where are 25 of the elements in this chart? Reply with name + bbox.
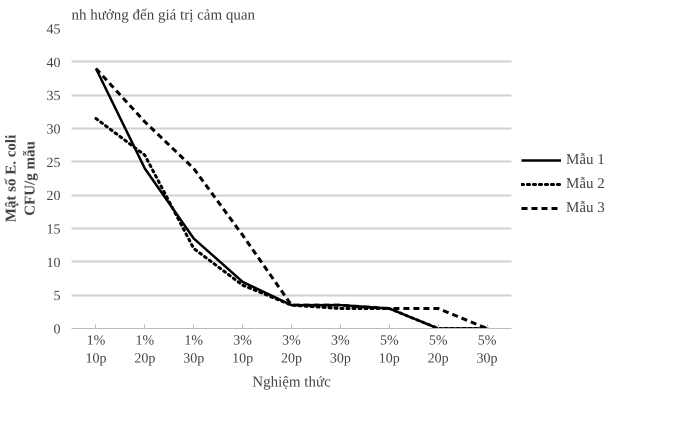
y-axis-title: Mật số E. coli CFU/g mẫu: [3, 134, 38, 222]
legend-label: Mẫu 2: [566, 176, 605, 192]
legend-label: Mẫu 1: [566, 152, 605, 168]
x-tick-label: 3% 10p: [232, 334, 254, 366]
y-tick-label: 30: [46, 122, 60, 138]
y-tick-label: 35: [46, 89, 60, 104]
legend-label: Mẫu 3: [566, 200, 605, 216]
x-tick-label: 5% 20p: [428, 334, 449, 366]
y-tick-label: 45: [46, 22, 60, 38]
x-tick-label: 1% 10p: [85, 334, 106, 366]
x-tick-label: 1% 30p: [183, 334, 204, 366]
x-tick-label: 3% 30p: [330, 334, 351, 366]
x-tick-label: 5% 10p: [378, 334, 400, 366]
y-tick-label: 20: [46, 189, 60, 204]
y-tick-label: 40: [46, 56, 60, 71]
y-tick-label: 0: [54, 322, 60, 338]
y-tick-label: 10: [46, 256, 60, 271]
y-tick-label: 5: [54, 289, 60, 304]
x-tick-label: 3% 20p: [281, 334, 302, 366]
x-axis-title: Nghiệm thức: [252, 374, 332, 390]
text: nh hưởng đến giá trị cảm quan: [72, 8, 256, 24]
y-tick-label: 15: [46, 222, 60, 238]
x-tick-label: 1% 20p: [134, 334, 156, 366]
x-tick-label: 5% 30p: [476, 334, 498, 366]
y-tick-label: 25: [46, 156, 60, 171]
